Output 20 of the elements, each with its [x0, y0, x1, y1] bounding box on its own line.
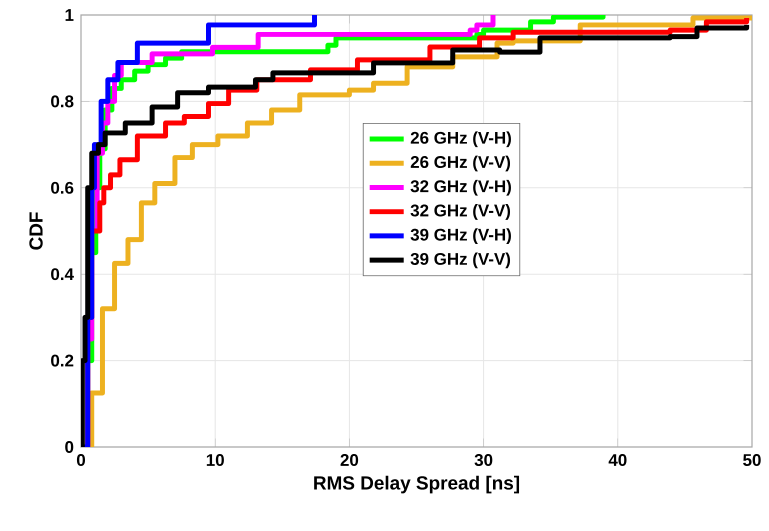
y-tick-label: 0.6 [51, 182, 74, 194]
x-tick-label: 0 [76, 454, 86, 466]
y-tick-label: 1 [66, 9, 74, 21]
x-tick-label: 20 [340, 454, 358, 466]
y-axis-title: CDF [29, 212, 43, 250]
y-tick-label: 0 [65, 441, 74, 453]
y-tick-label: 0.4 [51, 268, 74, 280]
legend-label: 39 GHz (V-H) [410, 228, 511, 244]
x-tick-label: 10 [206, 454, 224, 466]
x-axis-title: RMS Delay Spread [ns] [314, 476, 520, 494]
x-tick-label: 50 [743, 454, 761, 466]
legend-label: 26 GHz (V-H) [410, 131, 511, 148]
legend-label: 26 GHz (V-V) [410, 156, 510, 172]
y-tick-label: 0.8 [51, 95, 74, 108]
legend-label: 32 GHz (V-H) [410, 180, 511, 196]
x-tick-label: 30 [474, 454, 492, 466]
x-tick-label: 40 [608, 454, 627, 466]
y-tick-label: 0.2 [51, 354, 74, 367]
legend-label: 39 GHz (V-V) [410, 252, 510, 268]
legend-label: 32 GHz (V-V) [410, 204, 510, 220]
